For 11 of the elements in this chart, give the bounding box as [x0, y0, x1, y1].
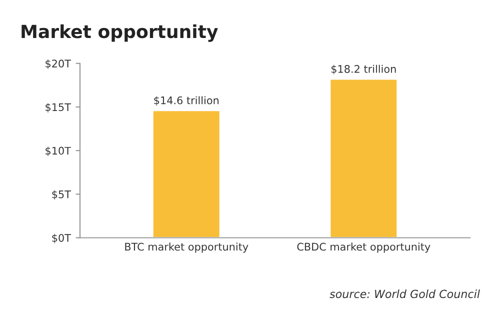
- data-label: $18.2 trillion: [331, 64, 396, 74]
- source-note: source: World Gold Council: [330, 290, 480, 298]
- data-label: $14.6 trillion: [154, 96, 219, 106]
- x-tick-label: CBDC market opportunity: [297, 242, 430, 253]
- y-tick-label: $5T: [52, 190, 72, 200]
- y-tick-label: $15T: [46, 103, 72, 112]
- y-tick-label: $0T: [52, 234, 72, 244]
- y-tick-label: $10T: [46, 146, 72, 156]
- x-tick-label: BTC market opportunity: [125, 242, 248, 253]
- y-tick-label: $20T: [46, 59, 72, 69]
- chart-title: Market opportunity: [22, 24, 218, 42]
